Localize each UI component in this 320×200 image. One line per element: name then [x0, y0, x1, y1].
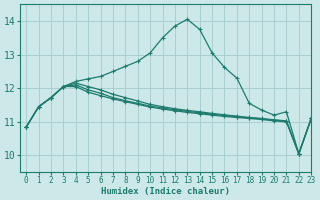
X-axis label: Humidex (Indice chaleur): Humidex (Indice chaleur) [101, 187, 230, 196]
